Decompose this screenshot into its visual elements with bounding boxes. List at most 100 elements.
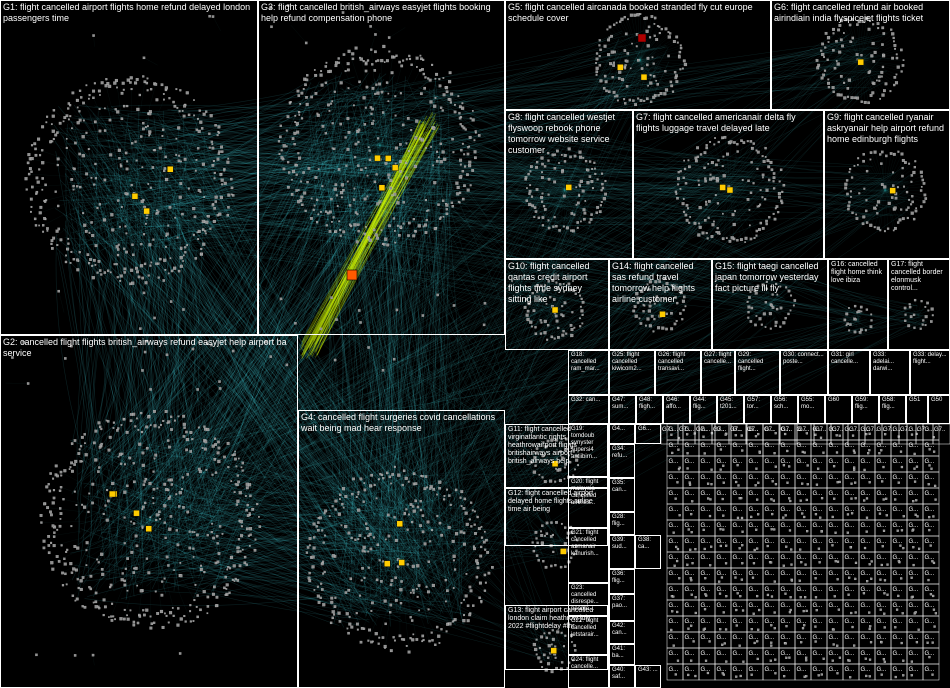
svg-text:G...: G... — [893, 491, 903, 497]
svg-text:G...: G... — [685, 555, 695, 561]
svg-text:G...: G... — [717, 491, 727, 497]
svg-text:G...: G... — [717, 555, 727, 561]
svg-text:G...: G... — [925, 539, 935, 545]
svg-text:G...: G... — [813, 539, 823, 545]
svg-text:G...: G... — [845, 539, 855, 545]
svg-text:G...: G... — [685, 507, 695, 513]
svg-text:G...: G... — [749, 539, 759, 545]
svg-text:G...: G... — [701, 491, 711, 497]
svg-text:G...: G... — [861, 459, 871, 465]
svg-text:G...: G... — [877, 523, 887, 529]
svg-text:G...: G... — [765, 539, 775, 545]
svg-text:G...: G... — [765, 507, 775, 513]
svg-text:G...: G... — [861, 475, 871, 481]
svg-text:G...: G... — [701, 507, 711, 513]
svg-text:G...: G... — [845, 507, 855, 513]
svg-text:G...: G... — [813, 475, 823, 481]
svg-text:G...: G... — [829, 459, 839, 465]
svg-text:G...: G... — [909, 475, 919, 481]
svg-text:G...: G... — [813, 459, 823, 465]
svg-text:G...: G... — [909, 459, 919, 465]
svg-text:G...: G... — [781, 491, 791, 497]
svg-text:G...: G... — [829, 491, 839, 497]
svg-text:G...: G... — [829, 475, 839, 481]
svg-text:G...: G... — [765, 555, 775, 561]
svg-text:G...: G... — [733, 539, 743, 545]
svg-text:G...: G... — [797, 523, 807, 529]
svg-text:G...: G... — [845, 459, 855, 465]
network-graph-svg: G... G... G... G... G... G... G... G... G... G...… — [0, 0, 950, 688]
svg-text:G...: G... — [893, 475, 903, 481]
svg-text:G...: G... — [685, 539, 695, 545]
svg-text:G...: G... — [829, 539, 839, 545]
svg-text:G...: G... — [797, 539, 807, 545]
svg-text:G...: G... — [845, 475, 855, 481]
svg-text:G...: G... — [861, 491, 871, 497]
svg-text:G...: G... — [925, 459, 935, 465]
svg-text:G...: G... — [861, 507, 871, 513]
svg-text:G...: G... — [845, 491, 855, 497]
svg-text:G...: G... — [781, 523, 791, 529]
svg-text:G...: G... — [909, 539, 919, 545]
svg-text:G...: G... — [781, 507, 791, 513]
svg-text:G...: G... — [749, 507, 759, 513]
svg-text:G...: G... — [861, 523, 871, 529]
svg-text:G...: G... — [877, 491, 887, 497]
svg-text:G...: G... — [877, 507, 887, 513]
svg-text:G...: G... — [909, 523, 919, 529]
svg-text:G...: G... — [797, 475, 807, 481]
svg-text:G...: G... — [749, 459, 759, 465]
svg-text:G...: G... — [669, 523, 679, 529]
svg-text:G...: G... — [701, 539, 711, 545]
svg-text:G...: G... — [669, 507, 679, 513]
svg-text:G...: G... — [925, 475, 935, 481]
svg-text:G...: G... — [701, 459, 711, 465]
svg-text:G...: G... — [893, 539, 903, 545]
svg-text:G...: G... — [829, 523, 839, 529]
svg-text:G...: G... — [669, 539, 679, 545]
svg-text:G...: G... — [701, 555, 711, 561]
svg-text:G...: G... — [877, 459, 887, 465]
svg-text:G...: G... — [717, 539, 727, 545]
svg-text:G...: G... — [893, 523, 903, 529]
svg-text:G...: G... — [877, 475, 887, 481]
svg-text:G...: G... — [813, 491, 823, 497]
svg-text:G...: G... — [685, 459, 695, 465]
svg-text:G...: G... — [685, 475, 695, 481]
svg-text:G...: G... — [877, 539, 887, 545]
svg-text:G...: G... — [749, 475, 759, 481]
svg-text:G...: G... — [733, 475, 743, 481]
svg-text:G...: G... — [925, 523, 935, 529]
svg-text:G...: G... — [765, 491, 775, 497]
svg-text:G...: G... — [717, 475, 727, 481]
svg-text:G...: G... — [797, 459, 807, 465]
svg-text:G...: G... — [797, 507, 807, 513]
svg-text:G...: G... — [893, 459, 903, 465]
svg-text:G...: G... — [909, 507, 919, 513]
svg-text:G...: G... — [797, 491, 807, 497]
svg-text:G...: G... — [717, 459, 727, 465]
svg-text:G...: G... — [669, 475, 679, 481]
svg-text:G...: G... — [893, 507, 903, 513]
svg-text:G...: G... — [925, 491, 935, 497]
svg-text:G...: G... — [765, 475, 775, 481]
svg-text:G...: G... — [717, 507, 727, 513]
svg-text:G...: G... — [733, 507, 743, 513]
svg-text:G...: G... — [765, 459, 775, 465]
svg-text:G...: G... — [701, 523, 711, 529]
svg-text:G...: G... — [813, 507, 823, 513]
svg-text:G...: G... — [925, 507, 935, 513]
svg-text:G...: G... — [781, 539, 791, 545]
svg-text:G...: G... — [733, 555, 743, 561]
svg-text:G...: G... — [749, 555, 759, 561]
svg-text:G...: G... — [685, 491, 695, 497]
svg-text:G...: G... — [813, 523, 823, 529]
svg-text:G...: G... — [781, 459, 791, 465]
svg-text:G...: G... — [861, 539, 871, 545]
svg-text:G...: G... — [669, 459, 679, 465]
svg-text:G...: G... — [733, 491, 743, 497]
svg-text:G...: G... — [701, 475, 711, 481]
svg-text:G...: G... — [669, 491, 679, 497]
svg-text:G...: G... — [749, 491, 759, 497]
svg-text:G...: G... — [749, 523, 759, 529]
